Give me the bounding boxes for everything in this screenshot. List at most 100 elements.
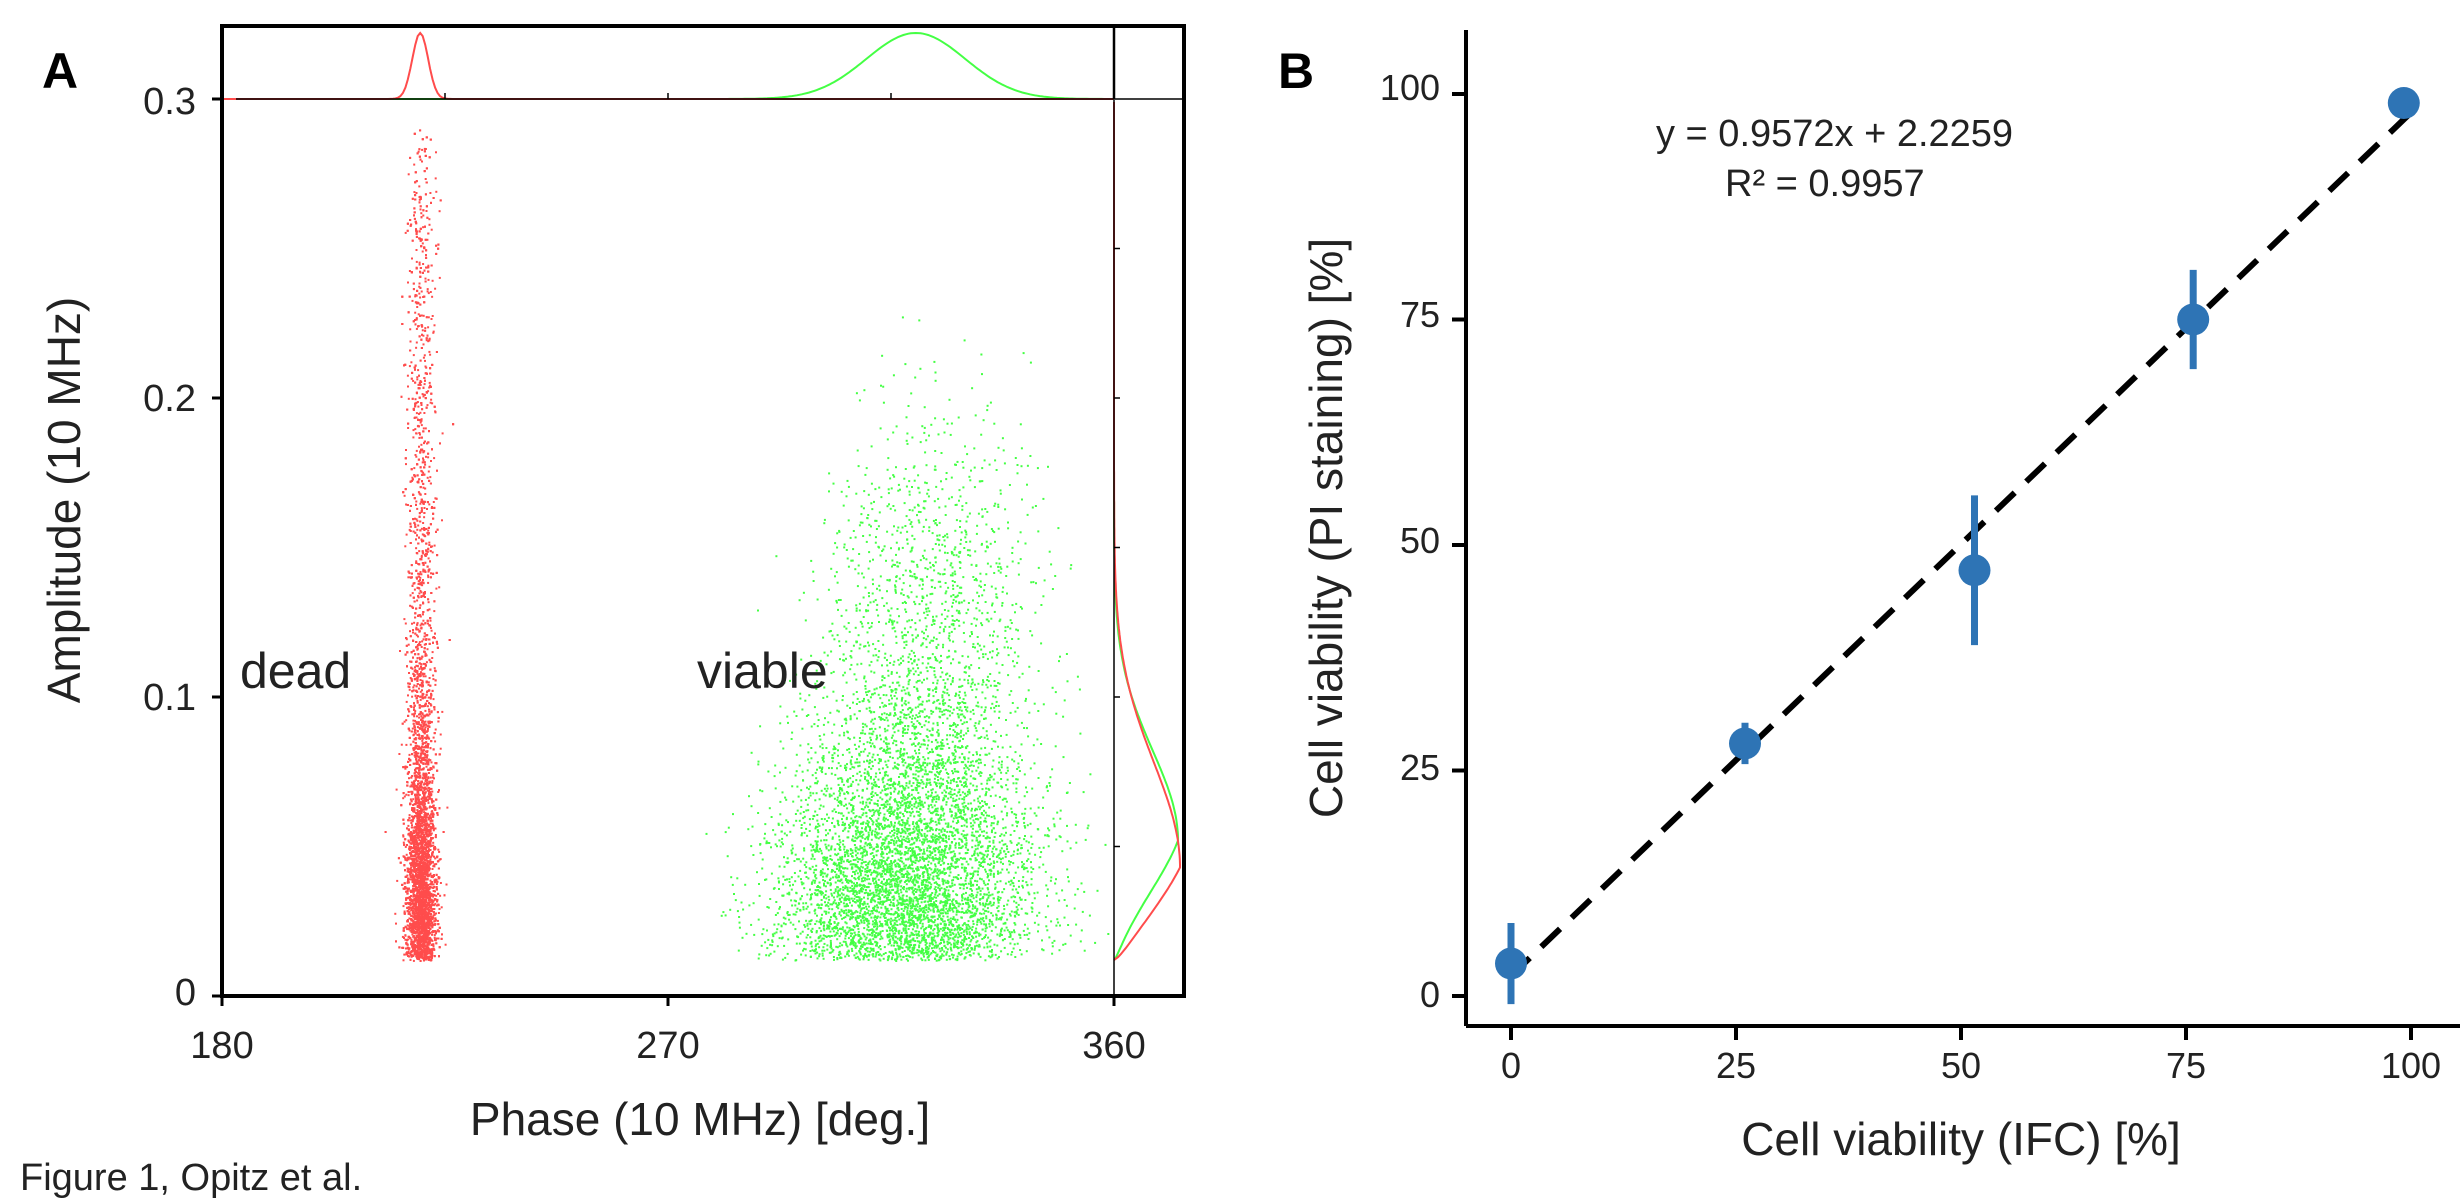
scatter-point — [418, 642, 421, 645]
scatter-point — [423, 808, 426, 811]
scatter-point — [431, 948, 433, 951]
scatter-point — [416, 941, 419, 944]
scatter-point — [415, 346, 418, 349]
scatter-point — [415, 260, 418, 263]
scatter-point — [406, 229, 409, 232]
scatter-point — [412, 798, 415, 801]
scatter-point — [415, 547, 418, 550]
scatter-point — [420, 238, 423, 241]
scatter-point — [420, 646, 423, 648]
scatter-point — [398, 753, 401, 755]
scatter-point — [422, 500, 425, 503]
scatter-point — [415, 500, 418, 503]
scatter-point — [419, 411, 422, 414]
scatter-point — [427, 570, 430, 573]
scatter-point — [418, 771, 421, 774]
scatter-point — [427, 326, 430, 329]
scatter-point — [427, 868, 430, 871]
scatter-point — [420, 749, 423, 752]
scatter-point — [414, 710, 417, 713]
scatter-point — [410, 781, 413, 784]
scatter-point — [412, 734, 415, 737]
scatter-point — [430, 572, 432, 575]
scatter-point — [410, 361, 413, 364]
scatter-point — [411, 667, 414, 670]
scatter-point — [408, 365, 411, 368]
scatter-point — [425, 761, 428, 764]
scatter-point — [427, 548, 430, 551]
scatter-point — [434, 890, 436, 893]
scatter-point — [414, 928, 417, 931]
scatter-point — [414, 910, 417, 912]
scatter-point — [428, 957, 431, 960]
scatter-point — [414, 883, 417, 886]
scatter-point — [419, 737, 422, 740]
scatter-point — [423, 736, 426, 739]
scatter-point — [433, 544, 436, 547]
scatter-point — [417, 773, 420, 776]
scatter-point — [414, 454, 417, 456]
scatter-point — [429, 401, 432, 404]
scatter-point — [418, 723, 421, 726]
scatter-point — [405, 463, 407, 466]
scatter-point — [422, 314, 425, 317]
scatter-point — [406, 928, 409, 931]
scatter-point — [414, 937, 417, 940]
scatter-point — [416, 672, 419, 675]
scatter-point — [428, 677, 431, 679]
scatter-point — [445, 883, 448, 886]
scatter-point — [408, 878, 411, 881]
scatter-point — [427, 818, 430, 821]
scatter-point — [418, 641, 421, 644]
scatter-point — [432, 883, 435, 886]
scatter-point — [426, 781, 428, 784]
scatter-point — [430, 860, 433, 863]
scatter-point — [409, 904, 412, 907]
scatter-point — [418, 763, 421, 766]
scatter-point — [407, 824, 410, 827]
scatter-point — [406, 924, 409, 927]
scatter-point — [416, 647, 419, 650]
scatter-point — [424, 277, 427, 280]
scatter-point — [402, 959, 405, 962]
scatter-point — [434, 902, 437, 905]
scatter-point — [414, 767, 417, 770]
scatter-point — [420, 854, 423, 857]
scatter-point — [437, 912, 440, 914]
scatter-point — [396, 879, 399, 882]
scatter-point — [424, 427, 427, 430]
scatter-point — [419, 576, 422, 579]
scatter-point — [417, 783, 419, 786]
scatter-point — [435, 894, 438, 897]
scatter-point — [417, 491, 420, 494]
scatter-point — [414, 668, 417, 671]
scatter-point — [408, 753, 411, 756]
scatter-point — [432, 813, 435, 816]
scatter-point — [411, 876, 414, 879]
scatter-point — [405, 700, 408, 703]
scatter-point — [413, 730, 416, 733]
scatter-point — [430, 629, 433, 632]
scatter-point — [409, 743, 412, 746]
scatter-point — [415, 634, 418, 637]
scatter-point — [420, 212, 423, 215]
scatter-point — [419, 296, 422, 299]
scatter-point — [406, 859, 409, 862]
scatter-point — [413, 846, 416, 849]
scatter-point — [427, 722, 430, 725]
scatter-point — [421, 584, 424, 587]
scatter-point — [421, 461, 424, 464]
scatter-point — [403, 720, 406, 723]
scatter-point — [423, 894, 426, 897]
scatter-point — [422, 716, 425, 719]
scatter-point — [432, 800, 435, 803]
scatter-point — [417, 857, 420, 860]
scatter-point — [428, 806, 431, 809]
scatter-point — [414, 834, 417, 837]
scatter-point — [425, 783, 428, 786]
scatter-point — [424, 463, 427, 466]
scatter-point — [441, 432, 444, 435]
scatter-point — [427, 601, 430, 604]
scatter-point — [405, 897, 407, 900]
scatter-point — [413, 868, 416, 871]
